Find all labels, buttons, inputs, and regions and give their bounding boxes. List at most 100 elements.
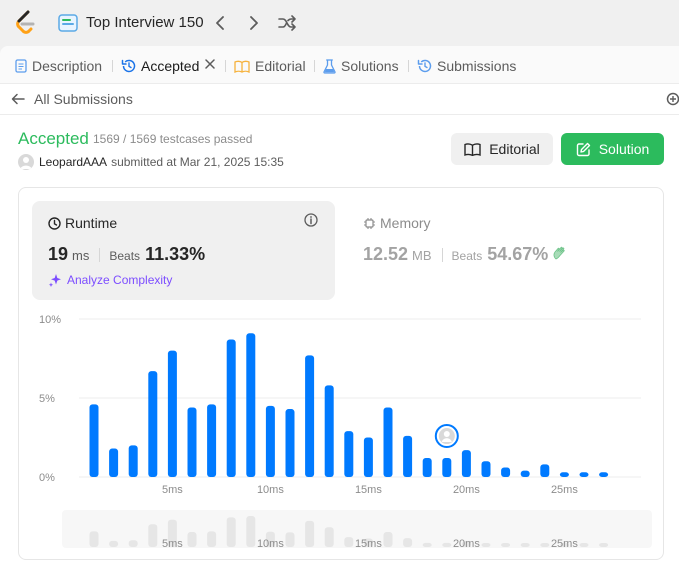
- book-icon: [234, 60, 250, 73]
- overview-bar: [246, 516, 256, 547]
- overview-tick-label: 15ms: [355, 538, 382, 550]
- info-icon[interactable]: [304, 213, 318, 227]
- overview-bar: [265, 531, 275, 547]
- arrow-left-icon: [11, 93, 25, 105]
- runtime-title: Runtime: [48, 215, 117, 231]
- overview-bar: [109, 540, 119, 547]
- share-icon[interactable]: [665, 92, 679, 106]
- memory-values: 12.52 MB Beats 54.67%: [363, 244, 568, 265]
- user-icon: [20, 157, 32, 169]
- close-tab-button[interactable]: [200, 54, 220, 74]
- random-problem-button[interactable]: [276, 12, 298, 34]
- tab-label: Description: [32, 58, 103, 74]
- author-name[interactable]: LeopardAAA: [39, 155, 108, 169]
- top-bar: Top Interview 150: [0, 0, 679, 46]
- tab-divider: [112, 60, 113, 72]
- stats-card: Runtime 19 ms Beats 11.33% Analyze Compl…: [18, 187, 664, 560]
- prev-problem-button[interactable]: [209, 12, 231, 34]
- chart-bar: [148, 371, 158, 477]
- y-tick-label: 10%: [39, 314, 61, 326]
- overview-bar: [599, 543, 609, 547]
- overview-bar: [403, 538, 413, 547]
- runtime-beats-label: Beats: [109, 249, 141, 263]
- chart-bar: [422, 458, 432, 477]
- submission-status: Accepted: [18, 129, 89, 148]
- runtime-panel[interactable]: Runtime 19 ms Beats 11.33% Analyze Compl…: [32, 201, 335, 300]
- overview-bar: [520, 543, 530, 547]
- leetcode-logo[interactable]: [13, 10, 37, 36]
- overview-tick-label: 10ms: [257, 538, 284, 550]
- problem-list-title[interactable]: Top Interview 150: [86, 14, 204, 31]
- overview-bar: [461, 541, 471, 547]
- overview-bar: [363, 538, 373, 547]
- memory-beats-value: 54.67%: [487, 244, 549, 264]
- memory-unit: MB: [412, 248, 432, 263]
- testcases-passed: 1569 / 1569 testcases passed: [93, 132, 253, 146]
- list-icon[interactable]: [58, 13, 78, 33]
- chart-bar: [109, 448, 119, 477]
- close-icon: [205, 59, 215, 69]
- overview-bar: [207, 531, 217, 547]
- runtime-distribution-chart[interactable]: 0% 5% 10% 5ms 10ms 15ms 20ms 25ms 5ms 10ms 15ms 20m…: [19, 188, 665, 561]
- y-tick-label: 0%: [39, 472, 55, 484]
- chart-bar: [599, 472, 609, 477]
- tab-description[interactable]: Description: [15, 56, 102, 76]
- description-icon: [15, 59, 27, 73]
- solution-button[interactable]: Solution: [561, 133, 664, 165]
- analyze-complexity-link[interactable]: Analyze Complexity: [48, 273, 172, 287]
- overview-bar: [442, 542, 452, 547]
- overview-bar: [540, 543, 550, 547]
- x-tick-label: 5ms: [162, 484, 183, 496]
- shuffle-icon: [278, 15, 296, 31]
- chart-bar: [520, 470, 530, 477]
- chart-bar: [540, 464, 550, 477]
- tab-divider: [314, 60, 315, 72]
- tab-accepted[interactable]: Accepted: [121, 56, 199, 76]
- divider: [99, 248, 101, 262]
- tab-editorial[interactable]: Editorial: [234, 56, 306, 76]
- overview-bar: [324, 527, 334, 547]
- avatar[interactable]: [18, 154, 34, 170]
- divider: [441, 248, 443, 262]
- overview-tick-label: 5ms: [162, 538, 183, 550]
- next-problem-button[interactable]: [243, 12, 265, 34]
- memory-beats-label: Beats: [451, 249, 483, 263]
- x-tick-label: 15ms: [355, 484, 382, 496]
- sparkle-icon: [48, 274, 61, 287]
- x-tick-label: 25ms: [551, 484, 578, 496]
- tab-submissions[interactable]: Submissions: [417, 56, 516, 76]
- tab-label: Solutions: [341, 58, 399, 74]
- editorial-button-label: Editorial: [489, 141, 540, 157]
- overview-bar: [89, 531, 99, 547]
- tab-solutions[interactable]: Solutions: [323, 56, 399, 76]
- editorial-button[interactable]: Editorial: [451, 133, 553, 165]
- back-label: All Submissions: [34, 91, 133, 107]
- chart-bar: [246, 333, 256, 477]
- overview-tick-label: 25ms: [551, 538, 578, 550]
- tab-divider: [408, 60, 409, 72]
- analyze-complexity-label: Analyze Complexity: [67, 273, 173, 287]
- history-icon: [417, 59, 432, 73]
- runtime-unit: ms: [72, 248, 90, 263]
- memory-title[interactable]: Memory: [363, 215, 431, 231]
- all-submissions-link[interactable]: All Submissions: [11, 91, 133, 107]
- chart-bar: [501, 467, 511, 477]
- overview-bar: [167, 519, 177, 547]
- clock-icon: [48, 216, 61, 230]
- x-tick-label: 20ms: [453, 484, 480, 496]
- overview-bar: [305, 520, 315, 547]
- overview-bar: [559, 543, 569, 547]
- memory-title-text: Memory: [380, 215, 431, 231]
- tab-label: Accepted: [141, 58, 200, 74]
- history-icon: [121, 59, 136, 73]
- chart-bar: [461, 450, 471, 477]
- submission-author-row: LeopardAAA submitted at Mar 21, 2025 15:…: [18, 154, 284, 170]
- overview-bar: [422, 542, 432, 547]
- tab-divider: [225, 60, 226, 72]
- solution-button-label: Solution: [598, 141, 650, 157]
- memory-value: 12.52: [363, 244, 409, 264]
- chart-bar: [305, 355, 315, 477]
- user-icon: [441, 438, 452, 443]
- overview-bar: [148, 524, 158, 547]
- overview-bar: [187, 532, 197, 547]
